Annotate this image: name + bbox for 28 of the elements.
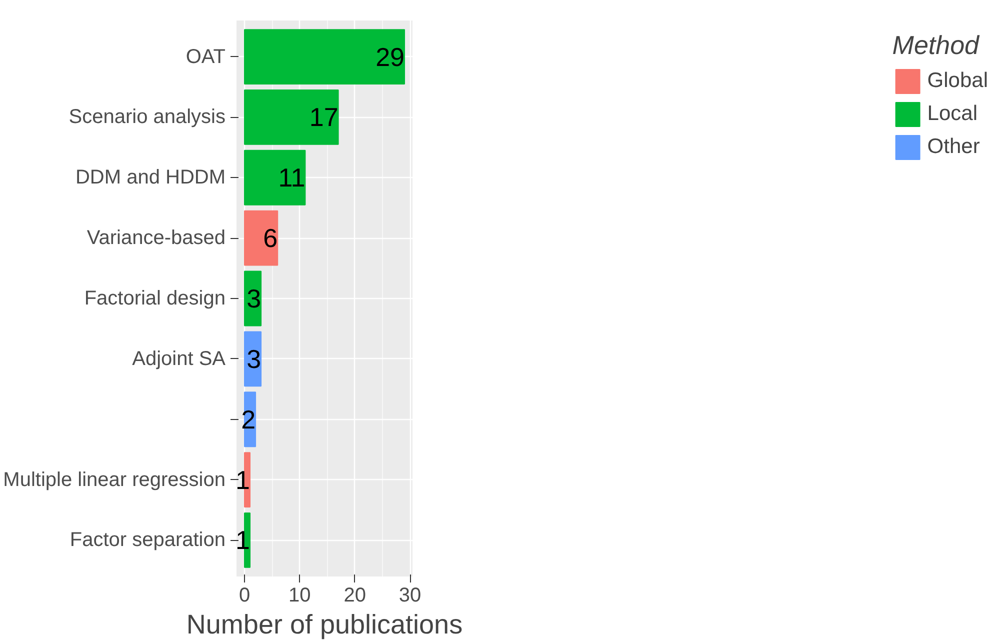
y-tick-label: Factorial design <box>84 288 226 310</box>
data-label: 1 <box>236 464 250 495</box>
data-label: 3 <box>246 344 262 374</box>
y-tick-label: OAT <box>186 46 226 68</box>
data-label: 17 <box>309 102 338 132</box>
data-label: 29 <box>376 42 404 72</box>
y-tick-label: DDM and HDDM <box>75 166 226 189</box>
legend-title: Method <box>892 30 981 61</box>
x-axis-title: Number of publications <box>186 610 463 640</box>
data-label: 3 <box>246 284 262 314</box>
legend-label: Global <box>927 69 988 93</box>
data-label: 11 <box>278 162 306 193</box>
data-label: 6 <box>263 223 278 254</box>
y-tick-label: Variance-based <box>86 227 226 250</box>
y-tick-label: Multiple linear regression <box>3 468 226 491</box>
x-tick-label: 0 <box>238 584 250 606</box>
bar <box>244 210 278 266</box>
x-tick-label: 10 <box>288 584 311 606</box>
bar <box>244 90 339 145</box>
bar <box>244 150 306 206</box>
legend-label: Local <box>927 102 978 126</box>
y-tick-label: Adjoint SA <box>132 348 226 370</box>
bar <box>244 29 405 84</box>
y-tick-label: Factor separation <box>70 529 226 552</box>
x-tick-label: 20 <box>344 584 366 606</box>
x-tick-label: 30 <box>398 584 422 606</box>
legend-label: Other <box>927 135 980 159</box>
y-tick-label: Scenario analysis <box>68 106 226 128</box>
